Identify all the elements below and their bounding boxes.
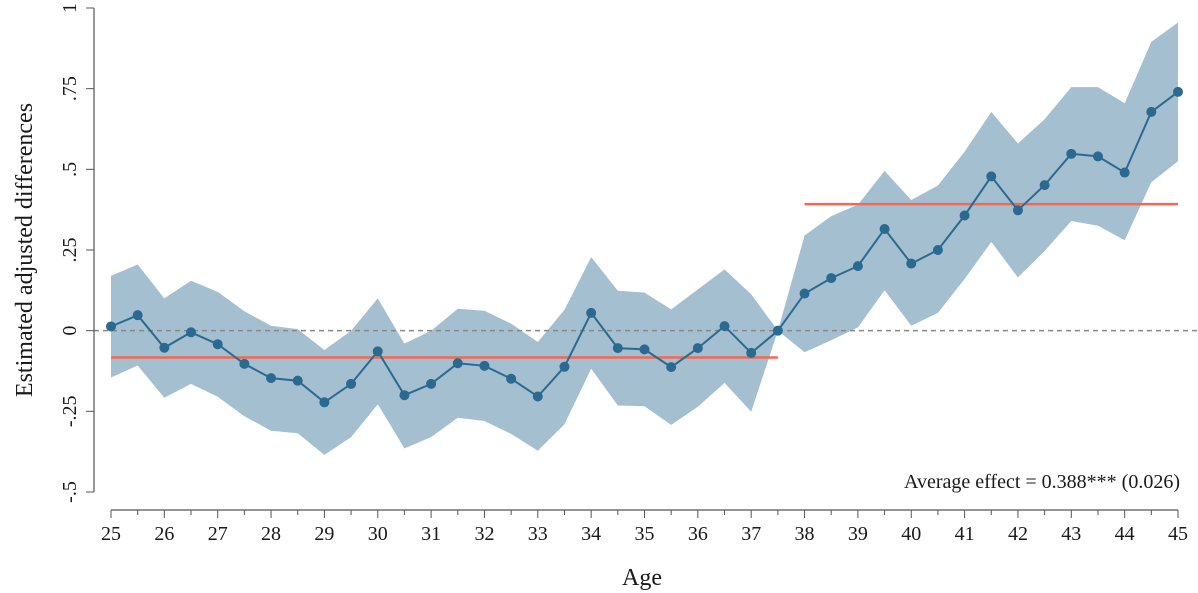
data-point [799,288,810,299]
x-tick-label: 29 [314,523,334,545]
y-tick-label: .25 [59,238,81,263]
x-tick-label: 42 [1008,523,1028,545]
x-tick-label: 44 [1115,523,1135,545]
x-tick-label: 30 [368,523,388,545]
y-ticks: -.5 -.25 0 .25 .5 .75 1 [59,3,94,503]
x-tick-label: 33 [528,523,548,545]
data-point [826,273,837,284]
x-tick-label: 36 [688,523,708,545]
data-point [1012,205,1023,216]
data-point [186,327,197,338]
data-point-markers [106,86,1183,408]
x-tick-label: 31 [421,523,441,545]
x-tick-label: 40 [901,523,921,545]
x-tick-label: 34 [581,523,601,545]
x-tick-label: 41 [955,523,975,545]
y-tick-label: .75 [59,76,81,101]
x-tick-label: 38 [795,523,815,545]
data-point [879,224,890,235]
y-tick-label: 0 [59,326,81,336]
data-point [772,325,783,336]
data-point [319,397,330,408]
data-point [399,390,410,401]
data-point [1092,151,1103,162]
data-point [719,321,730,332]
data-point [559,361,570,372]
y-axis: -.5 -.25 0 .25 .5 .75 1 [59,3,95,503]
x-tick-label: 37 [741,523,761,545]
x-tick-label: 32 [474,523,494,545]
x-tick-label: 26 [154,523,174,545]
y-tick-label: 1 [59,3,81,13]
data-point [746,347,757,358]
data-point [452,358,463,369]
x-tick-label: 25 [101,523,121,545]
data-point [426,378,437,389]
data-point [212,339,223,350]
x-axis: 25 26 27 28 29 30 31 32 33 34 35 36 37 38 39 40 41 42 43 44… [101,509,1188,545]
data-point [666,362,677,373]
data-point [532,391,543,402]
x-tick-label: 28 [261,523,281,545]
data-point [1146,106,1157,117]
x-tick-label: 35 [635,523,655,545]
data-point [959,210,970,221]
data-point [586,307,597,318]
data-point [906,258,917,269]
data-point [292,375,303,386]
data-point [239,358,250,369]
x-tick-label: 43 [1061,523,1081,545]
data-point [932,245,943,255]
data-point [106,321,116,332]
data-point [986,171,997,182]
x-tick-label: 45 [1168,523,1188,545]
data-point [372,346,383,357]
y-tick-label: -.5 [59,481,81,503]
data-point [692,343,703,354]
data-point [266,373,277,384]
data-point [132,310,143,321]
x-tick-label: 39 [848,523,868,545]
x-axis-title: Age [622,565,662,591]
data-point [639,344,650,355]
x-ticks: 25 26 27 28 29 30 31 32 33 34 35 36 37 38 39 40 41 42 43 44… [101,510,1188,545]
y-tick-label: .5 [59,162,81,177]
data-point [1039,180,1050,191]
y-axis-title: Estimated adjusted differences [12,103,38,397]
data-point [1119,167,1130,178]
data-point [346,378,357,389]
data-point [612,343,623,354]
data-point [479,360,490,371]
x-tick-label: 27 [208,523,228,545]
confidence-band [111,22,1178,455]
average-effect-lines [111,202,1178,359]
average-effect-annotation: Average effect = 0.388*** (0.026) [904,471,1180,493]
data-point [159,342,170,353]
data-point [1066,148,1077,159]
plot-area [94,22,1198,455]
data-point [852,261,863,272]
data-point [506,373,517,384]
data-point [1173,86,1183,97]
y-tick-label: -.25 [59,395,81,427]
